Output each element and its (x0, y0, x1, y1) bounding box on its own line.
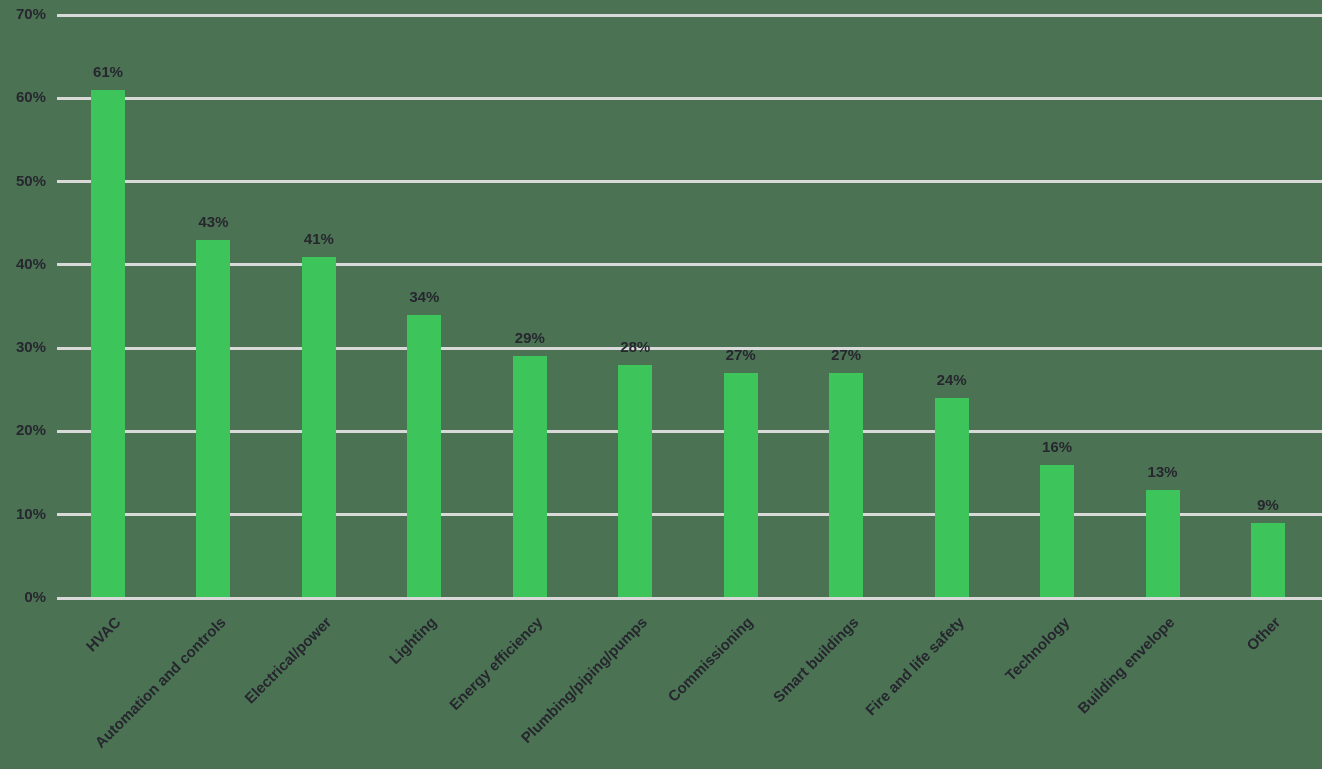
y-axis-label: 20% (15, 422, 46, 440)
bar (91, 89, 125, 597)
gridline (57, 180, 1322, 184)
bar-value-label: 41% (303, 230, 334, 248)
bar (1040, 464, 1075, 597)
bar-value-label: 34% (409, 288, 440, 306)
bar (723, 373, 758, 597)
bar (934, 398, 969, 597)
y-axis-label: 0% (24, 589, 46, 606)
x-axis-label: Commissioning (665, 614, 757, 706)
bar (196, 239, 231, 597)
gridline (57, 346, 1322, 350)
x-axis-label: Technology (1002, 614, 1074, 685)
y-axis-label: 70% (15, 6, 46, 23)
bar (1145, 489, 1180, 597)
gridline (57, 429, 1322, 433)
bar (512, 356, 547, 597)
bar-value-label: 29% (514, 330, 545, 348)
bar (301, 256, 336, 597)
bar (1250, 523, 1285, 597)
x-axis-label: Lighting (386, 614, 441, 668)
bar-value-label: 13% (1147, 463, 1178, 481)
bar-value-label: 27% (725, 347, 756, 365)
gridline (57, 13, 1322, 17)
x-axis-label: Smart buildings (770, 614, 863, 707)
bar-value-label: 28% (620, 338, 651, 356)
bar-value-label: 9% (1257, 497, 1279, 515)
x-axis-label: Other (1243, 614, 1284, 655)
x-axis-label: Building envelope (1075, 614, 1179, 718)
x-axis-label: Energy efficiency (445, 614, 546, 714)
bar (407, 314, 442, 597)
x-axis-label: HVAC (82, 614, 125, 656)
bar-value-label: 61% (92, 63, 124, 81)
y-axis-label: 60% (15, 89, 46, 107)
y-axis-label: 30% (15, 339, 46, 357)
gridline (57, 513, 1322, 517)
y-axis-label: 40% (15, 255, 46, 273)
bar-value-label: 27% (831, 347, 862, 365)
bar (829, 373, 864, 597)
y-axis-label: 50% (15, 172, 46, 190)
bar-value-label: 16% (1042, 438, 1073, 456)
x-axis-label: Fire and life safety (862, 614, 968, 720)
bar (618, 364, 653, 597)
gridline (57, 596, 1322, 600)
y-axis-label: 10% (15, 505, 46, 523)
gridline (57, 96, 1322, 100)
x-axis-label: Electrical/power (241, 614, 335, 708)
gridline (57, 263, 1322, 267)
bar-value-label: 24% (936, 372, 967, 390)
bar-value-label: 43% (198, 213, 229, 231)
